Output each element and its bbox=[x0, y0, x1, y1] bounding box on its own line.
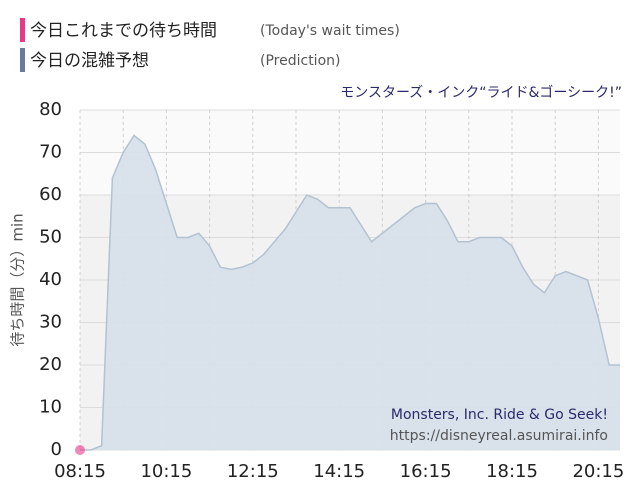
y-tick-label: 40 bbox=[39, 269, 62, 290]
y-axis-label: 待ち時間（分）min bbox=[9, 213, 27, 346]
legend-swatch bbox=[20, 48, 25, 72]
x-tick-label: 14:15 bbox=[313, 461, 365, 482]
x-tick-label: 10:15 bbox=[140, 461, 192, 482]
x-tick-label: 12:15 bbox=[227, 461, 279, 482]
y-tick-label: 80 bbox=[39, 99, 62, 120]
y-tick-label: 60 bbox=[39, 184, 62, 205]
point bbox=[75, 445, 85, 455]
x-tick-label: 08:15 bbox=[54, 461, 106, 482]
y-tick-label: 30 bbox=[39, 312, 62, 333]
area-fill bbox=[80, 135, 620, 450]
watermark: https://disneyreal.asumirai.info bbox=[390, 428, 608, 444]
y-tick-label: 70 bbox=[39, 142, 62, 163]
watermark: Monsters, Inc. Ride & Go Seek! bbox=[391, 407, 608, 423]
y-tick-label: 0 bbox=[51, 439, 62, 460]
x-tick-label: 20:15 bbox=[572, 461, 624, 482]
legend-label: 今日の混雑予想 bbox=[30, 51, 149, 71]
legend-note: (Prediction) bbox=[260, 53, 340, 69]
legend-swatch bbox=[20, 18, 25, 42]
x-tick-label: 18:15 bbox=[486, 461, 538, 482]
legend-label: 今日これまでの待ち時間 bbox=[30, 21, 217, 41]
y-tick-label: 20 bbox=[39, 354, 62, 375]
area-line bbox=[80, 134, 620, 451]
y-tick-label: 50 bbox=[39, 227, 62, 248]
x-tick-label: 16:15 bbox=[400, 461, 452, 482]
chart-title: モンスターズ・インク“ライド&ゴーシーク!” bbox=[340, 84, 622, 101]
marks bbox=[75, 134, 620, 455]
legend-note: (Today's wait times) bbox=[260, 23, 400, 39]
y-tick-label: 10 bbox=[39, 397, 62, 418]
